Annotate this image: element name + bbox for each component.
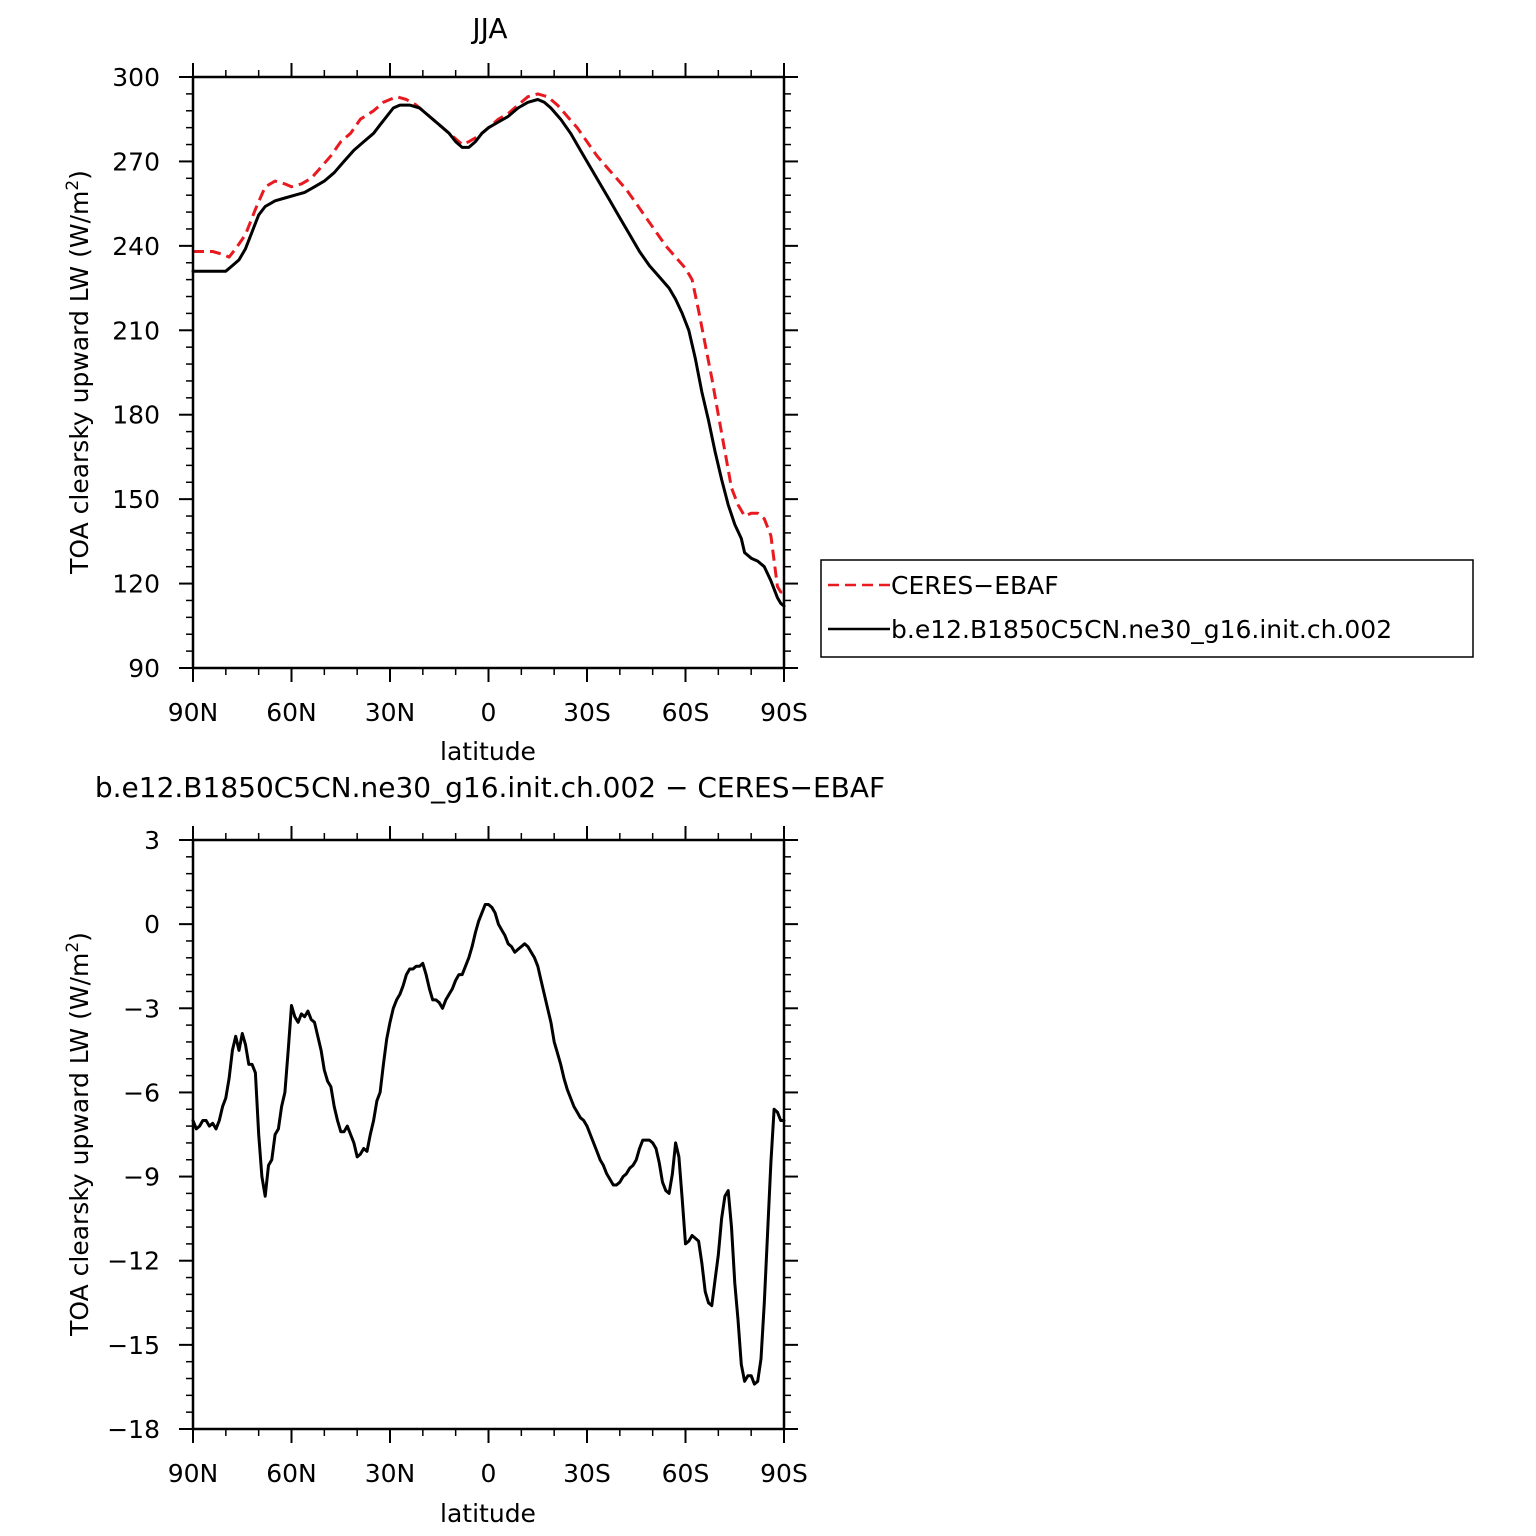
x-tick-label: 60N xyxy=(266,698,317,727)
top-panel-series xyxy=(191,92,786,608)
top-panel: JJA 90 120 150 180 210 240 270 300 90N 60N 30N 0 30S… xyxy=(63,12,808,766)
bottom-panel-ticks: −18 −15 −12 −9 −6 −3 0 3 90N 60N 30N 0 30S 60S 90S xyxy=(107,826,808,1488)
bottom-panel-ylabel: TOA clearsky upward LW (W/m2) xyxy=(63,932,94,1337)
x-tick-label: 30N xyxy=(365,1459,416,1488)
y-tick-label: −15 xyxy=(107,1331,160,1360)
y-tick-label: −12 xyxy=(107,1247,160,1276)
x-tick-label: 30S xyxy=(563,698,611,727)
top-panel-ticks: 90 120 150 180 210 240 270 300 90N 60N 30N 0 30S 60S 9… xyxy=(112,63,808,727)
x-tick-label: 30S xyxy=(563,1459,611,1488)
y-tick-label: 180 xyxy=(112,401,160,430)
top-panel-xlabel: latitude xyxy=(440,737,536,766)
bottom-panel-frame xyxy=(191,838,786,1431)
y-tick-label: −18 xyxy=(107,1415,160,1444)
bottom-panel: b.e12.B1850C5CN.ne30_g16.init.ch.002 − C… xyxy=(63,771,885,1528)
y-tick-label: 0 xyxy=(144,910,160,939)
y-tick-label: 240 xyxy=(112,232,160,261)
top-panel-frame xyxy=(191,75,786,670)
y-tick-label: 210 xyxy=(112,316,160,345)
y-tick-label: 300 xyxy=(112,63,160,92)
x-tick-label: 90N xyxy=(168,1459,219,1488)
bottom-panel-xlabel: latitude xyxy=(440,1499,536,1528)
legend-label-model: b.e12.B1850C5CN.ne30_g16.init.ch.002 xyxy=(891,615,1392,644)
y-tick-label: 120 xyxy=(112,570,160,599)
legend-label-ceres: CERES−EBAF xyxy=(891,571,1059,600)
x-tick-label: 60S xyxy=(662,698,710,727)
x-tick-label: 0 xyxy=(481,698,497,727)
bottom-panel-title: b.e12.B1850C5CN.ne30_g16.init.ch.002 − C… xyxy=(95,771,885,804)
y-tick-label: 90 xyxy=(128,654,160,683)
x-tick-label: 60N xyxy=(266,1459,317,1488)
y-tick-label: 270 xyxy=(112,147,160,176)
bottom-panel-series xyxy=(191,903,786,1386)
x-tick-label: 0 xyxy=(481,1459,497,1488)
top-panel-ylabel: TOA clearsky upward LW (W/m2) xyxy=(63,170,94,575)
x-tick-label: 90N xyxy=(168,698,219,727)
y-tick-label: −9 xyxy=(123,1163,160,1192)
series-line-0 xyxy=(193,92,784,594)
series-line-0 xyxy=(191,903,786,1386)
y-tick-label: −6 xyxy=(123,1078,160,1107)
x-tick-label: 30N xyxy=(365,698,416,727)
y-tick-label: −3 xyxy=(123,994,160,1023)
top-panel-title: JJA xyxy=(470,12,507,45)
x-tick-label: 60S xyxy=(662,1459,710,1488)
legend: CERES−EBAF b.e12.B1850C5CN.ne30_g16.init… xyxy=(820,559,1474,658)
legend-box xyxy=(820,559,1474,658)
x-tick-label: 90S xyxy=(760,698,808,727)
series-line-1 xyxy=(191,98,786,608)
y-tick-label: 3 xyxy=(144,826,160,855)
x-tick-label: 90S xyxy=(760,1459,808,1488)
y-tick-label: 150 xyxy=(112,485,160,514)
